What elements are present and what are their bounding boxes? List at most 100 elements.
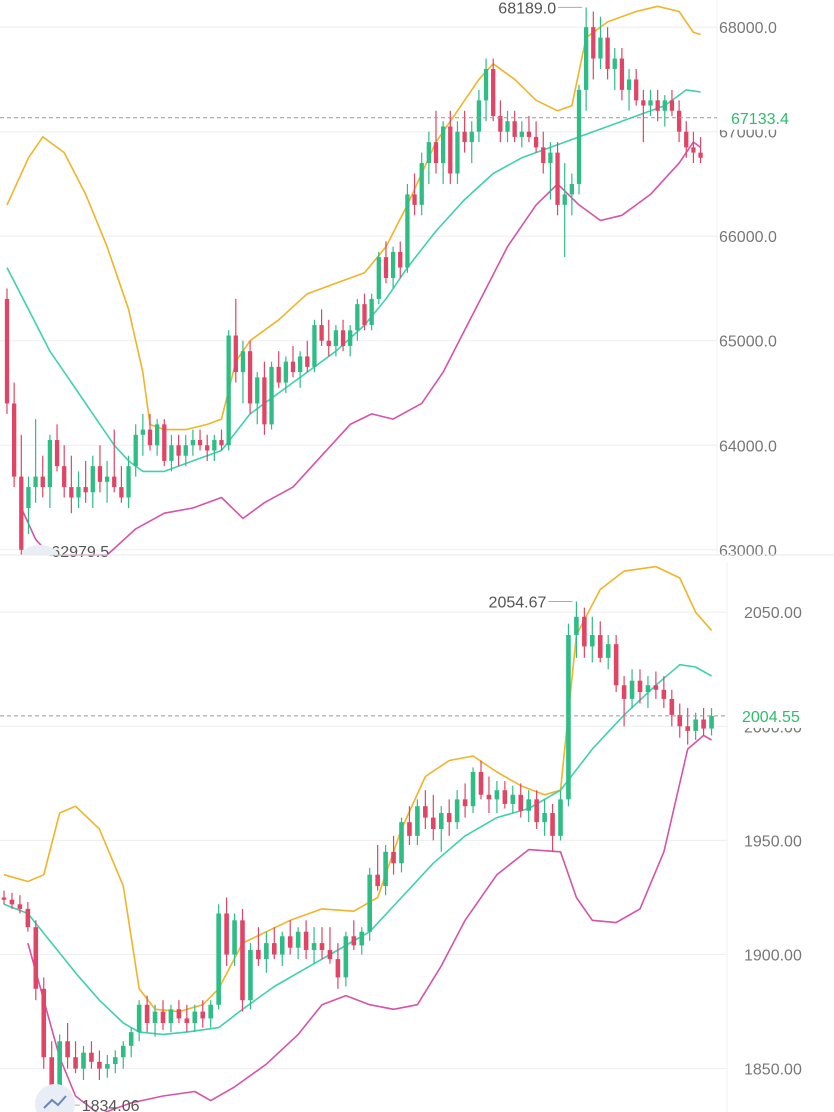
btc-candle[interactable]	[197, 429, 203, 451]
eth-candle[interactable]	[621, 676, 627, 727]
eth-candle[interactable]	[550, 803, 555, 852]
btc-candle[interactable]	[569, 173, 574, 216]
eth-candle[interactable]	[65, 1022, 70, 1069]
btc-candle[interactable]	[655, 89, 660, 122]
btc-candle[interactable]	[412, 173, 417, 216]
btc-candle[interactable]	[147, 413, 153, 451]
btc-candle[interactable]	[533, 121, 539, 153]
eth-candle[interactable]	[279, 931, 285, 966]
btc-candle[interactable]	[555, 142, 560, 216]
btc-candle[interactable]	[283, 356, 288, 393]
eth-candle[interactable]	[510, 785, 516, 814]
btc-candle[interactable]	[247, 340, 253, 414]
eth-candle[interactable]	[478, 760, 484, 800]
btc-candle[interactable]	[205, 434, 210, 461]
btc-candle[interactable]	[355, 298, 360, 341]
eth-candle[interactable]	[168, 1004, 174, 1033]
btc-candle[interactable]	[626, 68, 632, 111]
eth-candle[interactable]	[701, 708, 706, 736]
btc-candle[interactable]	[526, 116, 532, 143]
eth-candle[interactable]	[351, 920, 357, 950]
eth-chart-panel[interactable]: 2050.002000.001950.001900.001850.002004.…	[0, 562, 834, 1112]
btc-candle[interactable]	[126, 455, 131, 508]
eth-candle[interactable]	[629, 669, 635, 709]
eth-candle[interactable]	[566, 623, 571, 807]
btc-candle[interactable]	[19, 434, 24, 555]
eth-candle[interactable]	[653, 671, 659, 699]
btc-candle[interactable]	[69, 455, 74, 514]
btc-candle[interactable]	[426, 131, 431, 184]
eth-candle[interactable]	[661, 676, 667, 709]
btc-candle[interactable]	[40, 455, 45, 498]
eth-candle[interactable]	[669, 689, 675, 727]
eth-candle[interactable]	[160, 1000, 166, 1030]
eth-candle[interactable]	[494, 781, 500, 814]
eth-candle[interactable]	[677, 703, 683, 738]
btc-candle[interactable]	[155, 419, 160, 456]
btc-candle[interactable]	[4, 288, 10, 414]
btc-candle[interactable]	[591, 11, 596, 80]
btc-candle[interactable]	[448, 110, 453, 184]
eth-candle[interactable]	[81, 1045, 86, 1081]
eth-candle[interactable]	[295, 927, 301, 960]
btc-candle[interactable]	[648, 89, 653, 117]
eth-candle[interactable]	[637, 669, 643, 704]
btc-candle[interactable]	[119, 466, 124, 503]
eth-candle[interactable]	[534, 790, 539, 830]
eth-candle[interactable]	[144, 995, 150, 1033]
eth-candle[interactable]	[248, 943, 253, 1010]
btc-candle[interactable]	[47, 434, 53, 508]
eth-candle[interactable]	[25, 902, 31, 932]
btc-candle[interactable]	[419, 152, 424, 216]
eth-candle[interactable]	[446, 799, 452, 836]
eth-candle[interactable]	[597, 621, 603, 663]
eth-candle[interactable]	[367, 867, 372, 941]
chart-tool-icon[interactable]	[35, 1084, 75, 1112]
btc-candle[interactable]	[312, 319, 317, 373]
eth-candle[interactable]	[605, 635, 611, 670]
btc-candle[interactable]	[90, 455, 95, 508]
btc-candle[interactable]	[369, 293, 374, 331]
btc-candle[interactable]	[183, 434, 188, 467]
eth-candle[interactable]	[391, 835, 396, 875]
btc-candle[interactable]	[305, 340, 310, 373]
btc-candle[interactable]	[483, 58, 489, 122]
eth-candle[interactable]	[192, 1004, 198, 1033]
btc-candle[interactable]	[383, 241, 389, 284]
btc-candle[interactable]	[576, 84, 582, 195]
btc-candle[interactable]	[333, 325, 339, 357]
btc-candle[interactable]	[212, 434, 217, 461]
eth-candle[interactable]	[176, 1000, 182, 1023]
eth-candle[interactable]	[343, 931, 349, 987]
btc-candle[interactable]	[519, 121, 524, 148]
btc-candle[interactable]	[548, 142, 553, 200]
eth-candle[interactable]	[105, 1054, 110, 1078]
eth-candle[interactable]	[486, 776, 492, 814]
btc-candle[interactable]	[676, 100, 682, 143]
btc-candle[interactable]	[405, 183, 410, 273]
btc-candle[interactable]	[83, 460, 88, 503]
eth-candle[interactable]	[208, 1000, 213, 1028]
eth-candle[interactable]	[335, 943, 341, 989]
btc-candle[interactable]	[441, 121, 446, 184]
btc-candle[interactable]	[169, 434, 174, 472]
btc-candle[interactable]	[691, 131, 696, 164]
btc-candle[interactable]	[662, 95, 667, 127]
btc-candle[interactable]	[376, 251, 381, 305]
btc-candle[interactable]	[398, 241, 403, 279]
eth-candle[interactable]	[264, 931, 269, 973]
eth-candle[interactable]	[256, 927, 261, 966]
btc-candle[interactable]	[97, 445, 103, 493]
btc-candle[interactable]	[226, 330, 231, 451]
eth-candle[interactable]	[120, 1041, 126, 1069]
eth-candle[interactable]	[502, 781, 508, 809]
eth-candle[interactable]	[470, 767, 476, 814]
btc-candle[interactable]	[605, 27, 610, 80]
btc-candle[interactable]	[104, 460, 110, 503]
btc-candle[interactable]	[641, 89, 646, 143]
eth-candle[interactable]	[152, 1004, 158, 1037]
btc-candle[interactable]	[290, 345, 296, 378]
eth-candle[interactable]	[89, 1041, 94, 1069]
eth-candle[interactable]	[200, 1000, 206, 1028]
